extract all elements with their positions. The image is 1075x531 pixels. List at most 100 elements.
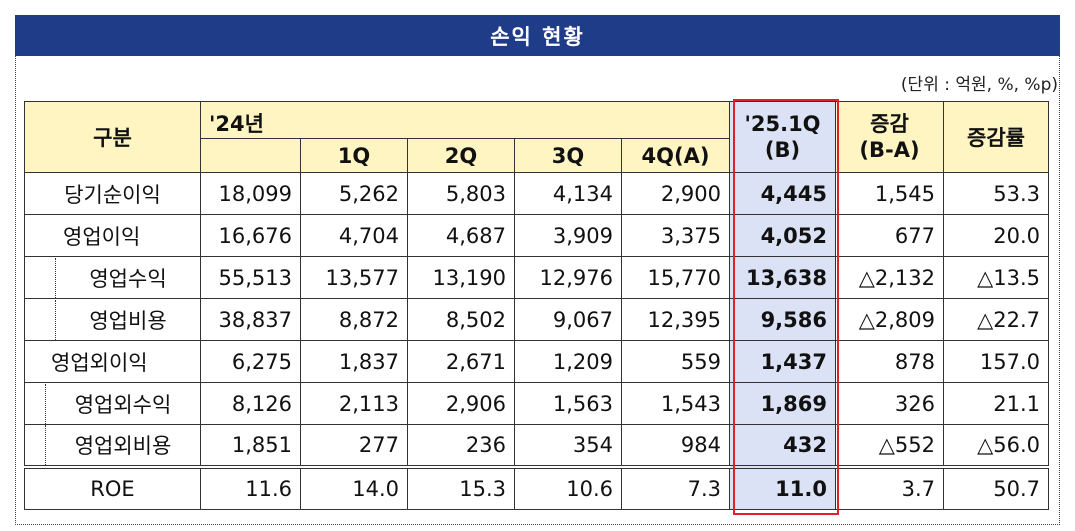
cell-change: 878 [835,340,944,383]
cell-q3: 1,563 [514,382,622,425]
row-label: 영업외이익 [24,340,201,383]
cell-current: 9,586 [729,298,836,341]
unit-note: (단위 : 억원, %, %p) [900,75,1058,95]
cell-rate: 20.0 [943,214,1049,257]
cell-q3: 1,209 [514,340,622,383]
cell-q3: 354 [514,424,622,468]
cell-q4: 559 [621,340,730,383]
table-row: 영업외이익 6,275 1,837 2,671 1,209 559 1,437 … [24,340,1049,383]
cell-q3: 4,134 [514,172,622,215]
cell-rate: 53.3 [943,172,1049,215]
cell-current: 1,437 [729,340,836,383]
cell-q1: 1,837 [300,340,408,383]
cell-q3: 12,976 [514,256,622,299]
cell-rate: △22.7 [943,298,1049,341]
cell-q4: 7.3 [621,465,730,510]
header-q3: 3Q [514,138,622,173]
cell-q4: 12,395 [621,298,730,341]
cell-y24: 8,126 [200,382,301,425]
table-row: 영업이익 16,676 4,704 4,687 3,909 3,375 4,05… [24,214,1049,257]
cell-q2: 236 [407,424,515,468]
header-year: '24년 [200,101,730,139]
header-change: 증감 (B-A) [835,101,944,173]
cell-q3: 10.6 [514,465,622,510]
cell-change: △2,132 [835,256,944,299]
cell-change: 677 [835,214,944,257]
row-label: 영업외비용 [74,434,172,458]
cell-q4: 15,770 [621,256,730,299]
header-change-line1: 증감 [870,112,909,136]
cell-q2: 2,671 [407,340,515,383]
cell-y24: 6,275 [200,340,301,383]
table-row: 영업외비용 1,851 277 236 354 984 432 △552 △56… [24,424,1049,468]
cell-q2: 4,687 [407,214,515,257]
cell-y24: 18,099 [200,172,301,215]
cell-rate: 21.1 [943,382,1049,425]
cell-y24: 55,513 [200,256,301,299]
cell-y24: 16,676 [200,214,301,257]
header-current: '25.1Q (B) [729,101,836,173]
cell-q2: 8,502 [407,298,515,341]
cell-q3: 9,067 [514,298,622,341]
row-label: 영업수익 [89,266,167,291]
cell-change: 1,545 [835,172,944,215]
cell-current: 1,869 [729,382,836,425]
cell-q4: 1,543 [621,382,730,425]
cell-q2: 13,190 [407,256,515,299]
cell-change: △552 [835,424,944,468]
header-current-line1: '25.1Q [744,112,821,136]
header-year-spacer [200,138,301,173]
cell-q1: 277 [300,424,408,468]
cell-q1: 14.0 [300,465,408,510]
header-change-line2: (B-A) [859,138,920,162]
row-label-cell: 영업외수익 [24,382,201,425]
cell-rate: △56.0 [943,424,1049,468]
cell-change: △2,809 [835,298,944,341]
row-label-cell: 영업외비용 [24,424,201,468]
cell-current: 11.0 [729,465,836,510]
table-row: 당기순이익 18,099 5,262 5,803 4,134 2,900 4,4… [24,172,1049,215]
header-q2: 2Q [407,138,515,173]
cell-q1: 4,704 [300,214,408,257]
cell-change: 3.7 [835,465,944,510]
cell-current: 4,052 [729,214,836,257]
table-row: ROE 11.6 14.0 15.3 10.6 7.3 11.0 3.7 50.… [24,465,1049,510]
cell-y24: 11.6 [200,465,301,510]
cell-q2: 5,803 [407,172,515,215]
cell-rate: △13.5 [943,256,1049,299]
row-label: ROE [24,465,201,510]
table-row: 영업수익 55,513 13,577 13,190 12,976 15,770 … [24,256,1049,299]
cell-current: 432 [729,424,836,468]
header-category: 구분 [24,101,201,173]
cell-q4: 2,900 [621,172,730,215]
header-year-label: '24년 [209,112,264,136]
row-label: 영업외수익 [74,392,172,417]
cell-q3: 3,909 [514,214,622,257]
cell-y24: 1,851 [200,424,301,468]
cell-q1: 5,262 [300,172,408,215]
row-label: 영업이익 [24,214,201,257]
row-label: 영업비용 [89,308,167,333]
cell-q4: 3,375 [621,214,730,257]
cell-current: 4,445 [729,172,836,215]
row-label-cell: 영업수익 [24,256,201,299]
header-q4: 4Q(A) [621,138,730,173]
table-row: 영업비용 38,837 8,872 8,502 9,067 12,395 9,5… [24,298,1049,341]
cell-rate: 157.0 [943,340,1049,383]
table-row: 영업외수익 8,126 2,113 2,906 1,563 1,543 1,86… [24,382,1049,425]
row-label-cell: 영업비용 [24,298,201,341]
cell-current: 13,638 [729,256,836,299]
header-q1: 1Q [300,138,408,173]
row-label: 당기순이익 [24,172,201,215]
header-change-rate: 증감률 [943,101,1049,173]
cell-q1: 8,872 [300,298,408,341]
cell-q2: 2,906 [407,382,515,425]
income-table: 구분 '24년 '25.1Q (B) 증감 (B-A) 증감률 1Q 2Q 3Q… [24,101,1049,510]
cell-q1: 13,577 [300,256,408,299]
cell-y24: 38,837 [200,298,301,341]
cell-q1: 2,113 [300,382,408,425]
cell-change: 326 [835,382,944,425]
cell-q4: 984 [621,424,730,468]
cell-q2: 15.3 [407,465,515,510]
table-title: 손익 현황 [15,15,1060,56]
